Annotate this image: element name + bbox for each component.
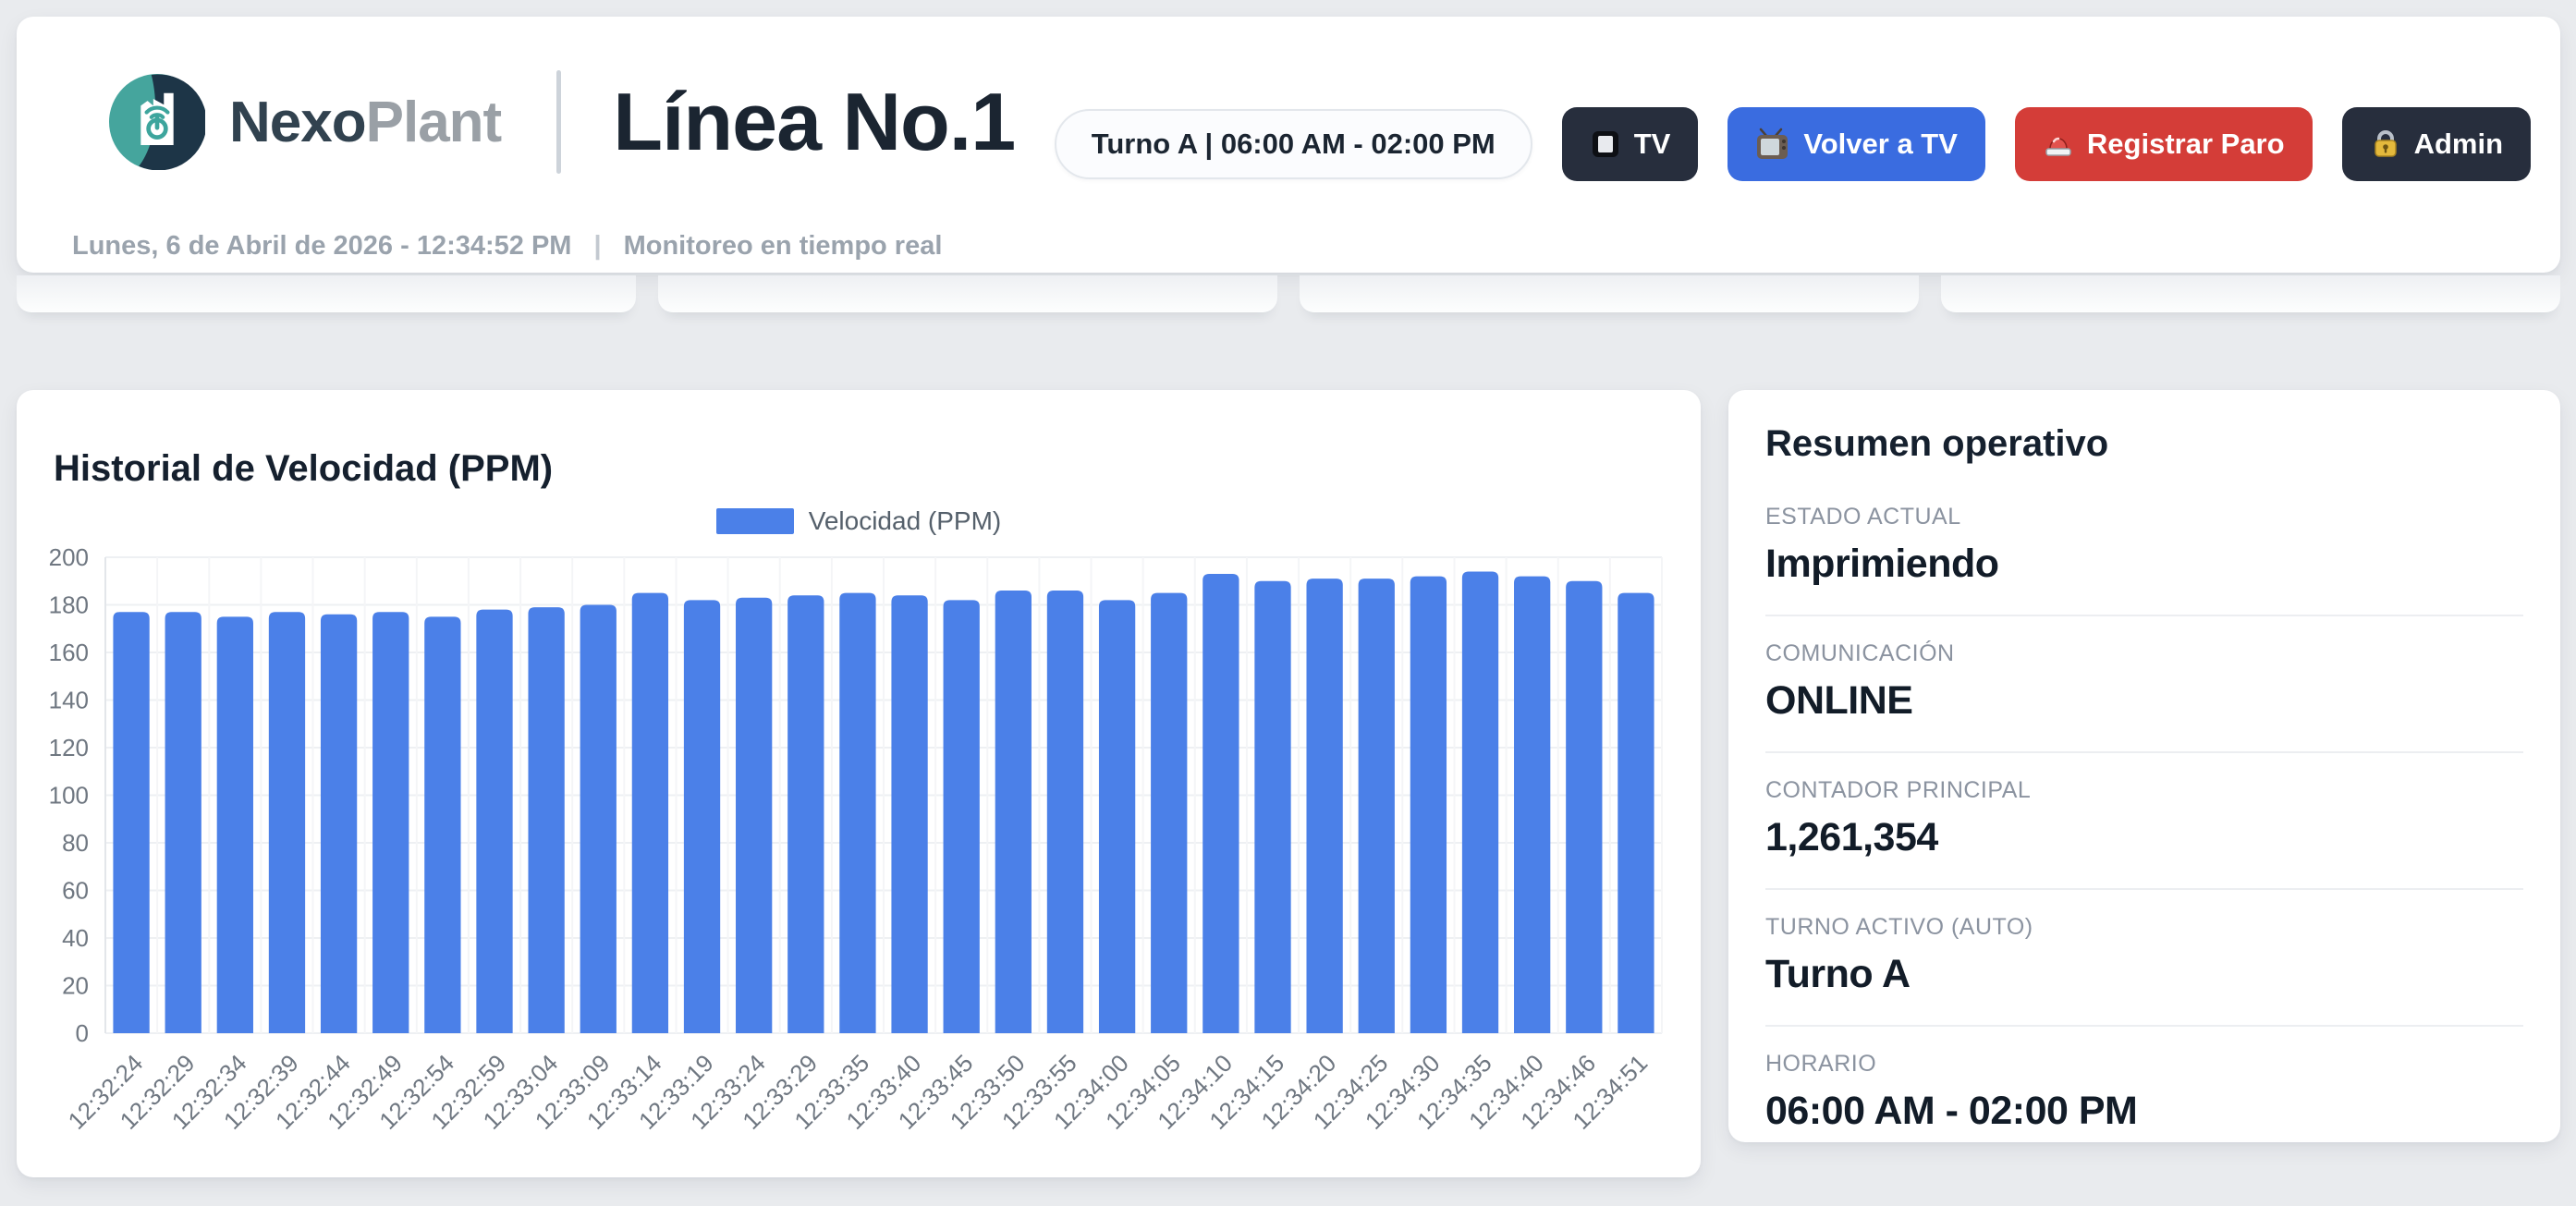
summary-row: ESTADO ACTUAL Imprimiendo bbox=[1765, 480, 2523, 615]
summary-row-value: Imprimiendo bbox=[1765, 542, 1999, 586]
y-tick-label: 200 bbox=[49, 543, 89, 571]
summary-row-value: ONLINE bbox=[1765, 678, 1913, 723]
bar[interactable] bbox=[683, 600, 721, 1033]
legend-label: Velocidad (PPM) bbox=[808, 506, 1002, 535]
bar[interactable] bbox=[372, 612, 409, 1033]
summary-row-label: TURNO ACTIVO (AUTO) bbox=[1765, 914, 2033, 940]
y-tick-label: 0 bbox=[76, 1019, 89, 1047]
summary-rows: ESTADO ACTUAL Imprimiendo COMUNICACIÓN ONLI… bbox=[1765, 480, 2523, 1162]
bar[interactable] bbox=[1046, 591, 1084, 1033]
bar[interactable] bbox=[528, 607, 565, 1033]
shift-status-pill: Turno A | 06:00 AM - 02:00 PM bbox=[1054, 109, 1532, 179]
summary-row: CONTADOR PRINCIPAL 1,261,354 bbox=[1765, 751, 2523, 888]
bar[interactable] bbox=[736, 597, 773, 1033]
volver-a-tv-label: Volver a TV bbox=[1803, 128, 1958, 160]
bar[interactable] bbox=[424, 616, 461, 1033]
bar[interactable] bbox=[216, 616, 253, 1033]
bar[interactable] bbox=[839, 592, 876, 1033]
brand-row: NexoPlant Línea No.1 bbox=[109, 70, 1016, 174]
bar[interactable] bbox=[476, 609, 513, 1033]
bar[interactable] bbox=[1254, 580, 1291, 1033]
brand-name-secondary: Plant bbox=[365, 90, 503, 154]
bar[interactable] bbox=[1358, 579, 1395, 1033]
y-tick-label: 100 bbox=[49, 782, 89, 810]
bar[interactable] bbox=[320, 614, 358, 1033]
bar[interactable] bbox=[165, 612, 201, 1033]
kpi-card-clipped-4 bbox=[1941, 275, 2560, 312]
y-tick-label: 60 bbox=[62, 877, 89, 905]
bar[interactable] bbox=[1098, 600, 1136, 1033]
admin-button[interactable]: Admin bbox=[2341, 107, 2531, 181]
page-title: Línea No.1 bbox=[613, 76, 1016, 167]
date-row: Lunes, 6 de Abril de 2026 - 12:34:52 PM … bbox=[72, 231, 942, 262]
y-tick-label: 80 bbox=[62, 829, 89, 857]
bar[interactable] bbox=[891, 595, 928, 1033]
y-tick-label: 180 bbox=[49, 591, 89, 619]
bar[interactable] bbox=[1410, 576, 1447, 1033]
nexoplant-logo-icon bbox=[109, 74, 205, 170]
y-tick-label: 140 bbox=[49, 687, 89, 714]
kpi-card-clipped-1 bbox=[17, 275, 636, 312]
summary-row-value: 1,261,354 bbox=[1765, 815, 1938, 859]
bar[interactable] bbox=[995, 591, 1032, 1033]
y-tick-label: 120 bbox=[49, 734, 89, 761]
current-datetime: Lunes, 6 de Abril de 2026 - 12:34:52 PM bbox=[72, 231, 572, 261]
title-divider bbox=[556, 70, 562, 174]
bar[interactable] bbox=[1151, 592, 1188, 1033]
brand-name: NexoPlant bbox=[229, 90, 503, 155]
summary-row-label: HORARIO bbox=[1765, 1051, 1877, 1077]
bar[interactable] bbox=[1306, 579, 1343, 1033]
velocity-history-card: Historial de Velocidad (PPM) Velocidad (… bbox=[17, 390, 1701, 1177]
summary-row: TURNO ACTIVO (AUTO) Turno A bbox=[1765, 888, 2523, 1025]
tv-button-label: TV bbox=[1633, 128, 1671, 160]
y-tick-label: 20 bbox=[62, 972, 89, 1000]
registrar-paro-button[interactable]: Registrar Paro bbox=[2014, 107, 2313, 181]
chart-title: Historial de Velocidad (PPM) bbox=[54, 448, 554, 490]
kpi-card-clipped-2 bbox=[658, 275, 1277, 312]
summary-row-label: COMUNICACIÓN bbox=[1765, 640, 1955, 666]
header-actions: Turno A | 06:00 AM - 02:00 PM TV Volv bbox=[1054, 107, 2531, 181]
bar[interactable] bbox=[787, 595, 824, 1033]
chart-legend[interactable]: Velocidad (PPM) bbox=[17, 506, 1701, 536]
operational-summary-card: Resumen operativo ESTADO ACTUAL Imprimien… bbox=[1728, 390, 2560, 1142]
brand-name-primary: Nexo bbox=[229, 90, 367, 154]
bar[interactable] bbox=[580, 604, 617, 1034]
y-tick-label: 40 bbox=[62, 924, 89, 952]
velocity-bar-chart[interactable]: 02040608010012014016018020012:32:2412:32… bbox=[33, 499, 1688, 1164]
summary-row-label: CONTADOR PRINCIPAL bbox=[1765, 777, 2032, 803]
bar[interactable] bbox=[1618, 592, 1654, 1033]
registrar-paro-label: Registrar Paro bbox=[2086, 128, 2285, 160]
summary-row-value: Turno A bbox=[1765, 952, 1911, 996]
kpi-card-clipped-3 bbox=[1300, 275, 1919, 312]
summary-row-value: 06:00 AM - 02:00 PM bbox=[1765, 1089, 2138, 1133]
header-card: NexoPlant Línea No.1 Lunes, 6 de Abril d… bbox=[17, 17, 2560, 273]
siren-icon bbox=[2045, 137, 2071, 156]
monitoring-subtitle: Monitoreo en tiempo real bbox=[623, 231, 943, 261]
summary-row-label: ESTADO ACTUAL bbox=[1765, 504, 1961, 530]
bar[interactable] bbox=[631, 592, 669, 1033]
bar[interactable] bbox=[113, 612, 150, 1033]
summary-title: Resumen operativo bbox=[1765, 423, 2109, 464]
summary-row: HORARIO 06:00 AM - 02:00 PM bbox=[1765, 1025, 2523, 1162]
legend-swatch bbox=[715, 508, 794, 534]
bar[interactable] bbox=[1514, 576, 1551, 1033]
bar[interactable] bbox=[1461, 571, 1499, 1033]
bar[interactable] bbox=[943, 600, 980, 1033]
summary-row: COMUNICACIÓN ONLINE bbox=[1765, 615, 2523, 751]
volver-a-tv-button[interactable]: Volver a TV bbox=[1728, 107, 1985, 181]
date-separator: | bbox=[593, 231, 602, 261]
bar[interactable] bbox=[1203, 574, 1239, 1033]
tv-icon bbox=[1757, 128, 1789, 159]
tv-button[interactable]: TV bbox=[1561, 107, 1699, 181]
bar[interactable] bbox=[268, 612, 306, 1033]
y-tick-label: 160 bbox=[49, 639, 89, 666]
screen-square-icon bbox=[1592, 131, 1618, 157]
lock-key-icon bbox=[2374, 130, 2397, 157]
bar[interactable] bbox=[1566, 580, 1603, 1033]
admin-label: Admin bbox=[2413, 128, 2503, 160]
